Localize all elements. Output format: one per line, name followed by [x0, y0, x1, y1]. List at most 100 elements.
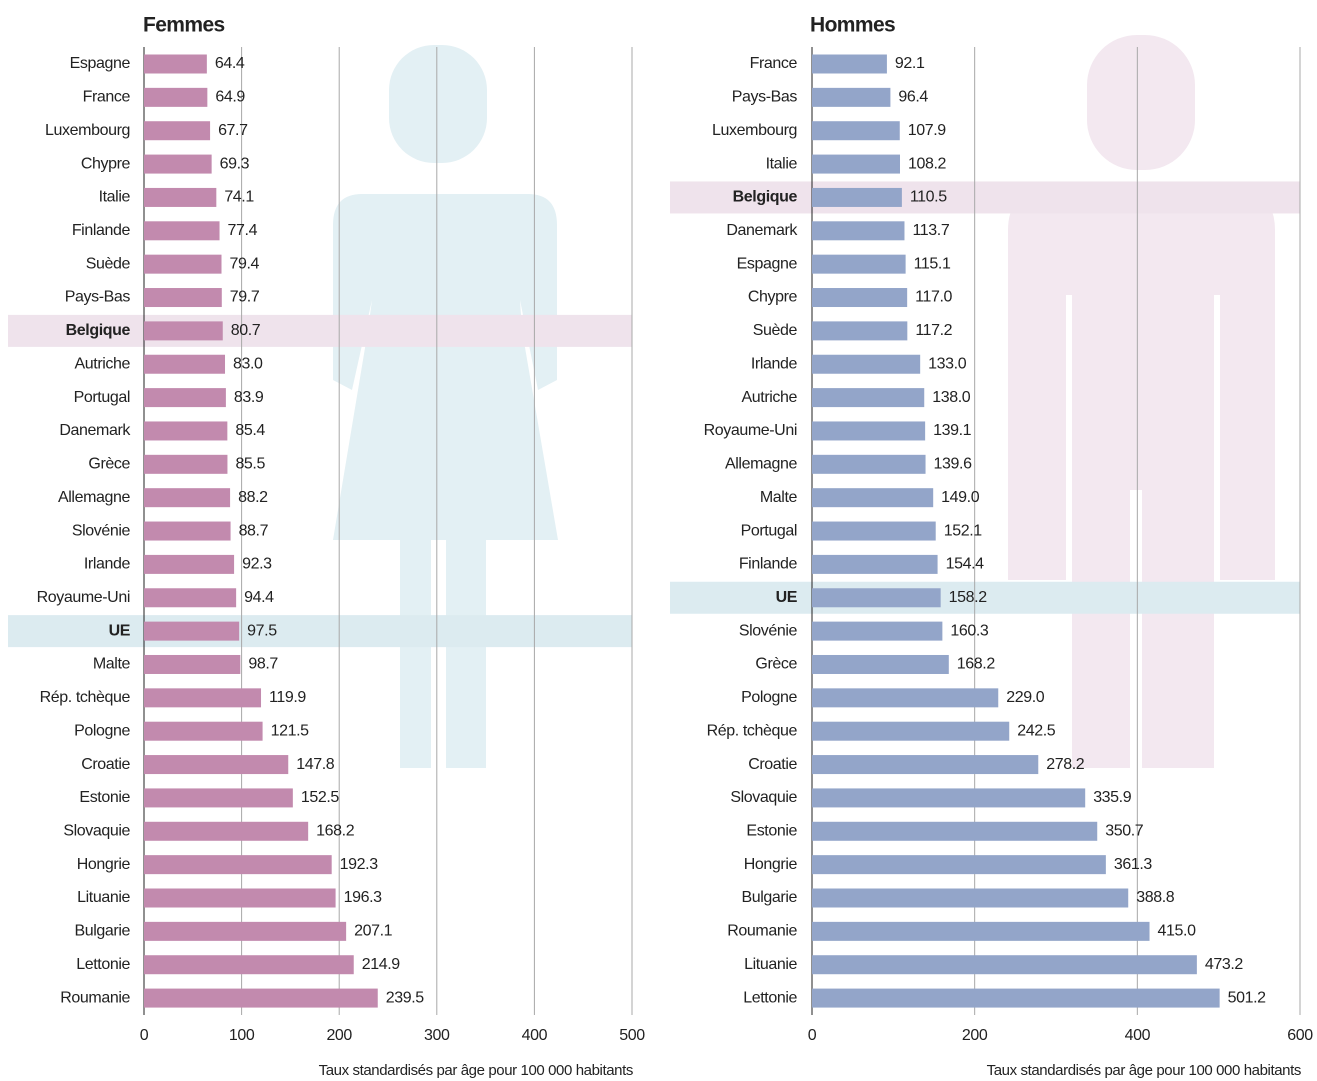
chart-title: Hommes	[810, 14, 895, 37]
category-label: Danemark	[726, 222, 798, 239]
value-label: 133.0	[928, 355, 967, 372]
x-tick-label: 400	[1125, 1027, 1151, 1044]
category-label: Lituanie	[77, 889, 130, 906]
bar	[144, 388, 226, 408]
bar	[144, 521, 231, 541]
value-label: 92.3	[242, 556, 272, 573]
value-label: 158.2	[949, 589, 988, 606]
bar	[144, 87, 208, 107]
bar	[812, 921, 1150, 941]
category-label: Portugal	[74, 389, 130, 406]
category-label: Belgique	[66, 322, 131, 339]
value-label: 83.0	[233, 355, 263, 372]
value-label: 67.7	[218, 122, 248, 139]
category-label: Irlande	[751, 355, 798, 372]
category-label: Lettonie	[743, 989, 797, 1006]
bar	[144, 454, 228, 474]
value-label: 139.1	[933, 422, 972, 439]
bar	[144, 721, 263, 741]
value-label: 98.7	[248, 656, 278, 673]
bar	[812, 621, 943, 641]
value-label: 139.6	[934, 456, 973, 473]
value-label: 388.8	[1136, 889, 1175, 906]
value-label: 415.0	[1158, 923, 1197, 940]
bar	[144, 588, 237, 608]
woman-silhouette	[333, 45, 558, 768]
bar	[812, 121, 900, 141]
highlight-band	[8, 615, 632, 648]
value-label: 149.0	[941, 489, 980, 506]
category-label: Italie	[766, 155, 798, 172]
category-label: Estonie	[79, 789, 130, 806]
bar	[144, 688, 262, 708]
bar	[144, 221, 220, 241]
category-label: Belgique	[733, 189, 798, 206]
category-label: Croatie	[748, 756, 797, 773]
category-label: Hongrie	[744, 856, 798, 873]
man-silhouette	[1008, 35, 1275, 768]
value-label: 64.4	[215, 55, 245, 72]
category-label: France	[83, 89, 131, 106]
category-label: Bulgarie	[74, 923, 130, 940]
category-label: Portugal	[741, 522, 797, 539]
value-label: 242.5	[1017, 722, 1056, 739]
category-label: Espagne	[737, 255, 798, 272]
category-label: Estonie	[746, 822, 797, 839]
category-label: Hongrie	[77, 856, 131, 873]
value-label: 96.4	[898, 89, 928, 106]
bar	[144, 788, 293, 808]
category-label: Bulgarie	[741, 889, 797, 906]
category-label: UE	[109, 622, 131, 639]
category-label: Roumanie	[727, 923, 797, 940]
category-label: Malte	[93, 656, 131, 673]
category-label: Suède	[86, 255, 131, 272]
category-label: Grèce	[755, 656, 797, 673]
value-label: 85.4	[235, 422, 265, 439]
value-label: 335.9	[1093, 789, 1132, 806]
bar	[144, 921, 347, 941]
value-label: 117.0	[915, 289, 952, 306]
bar	[144, 54, 207, 74]
x-tick-label: 500	[619, 1027, 645, 1044]
value-label: 229.0	[1006, 689, 1045, 706]
value-label: 196.3	[344, 889, 383, 906]
x-axis-title: Taux standardisés par âge pour 100 000 h…	[319, 1062, 633, 1079]
x-tick-label: 0	[808, 1027, 817, 1044]
bar	[812, 187, 902, 207]
category-label: Royaume-Uni	[704, 422, 797, 439]
value-label: 361.3	[1114, 856, 1153, 873]
value-label: 85.5	[235, 456, 265, 473]
category-label: Allemagne	[58, 489, 131, 506]
value-label: 97.5	[247, 622, 277, 639]
highlight-band	[8, 314, 632, 347]
bar	[812, 154, 901, 174]
highlight-band	[670, 581, 1300, 614]
category-label: Finlande	[72, 222, 131, 239]
x-tick-label: 400	[522, 1027, 548, 1044]
bar	[144, 154, 212, 174]
category-label: Slovaquie	[63, 822, 130, 839]
value-label: 107.9	[908, 122, 947, 139]
bar	[812, 288, 908, 308]
category-label: Lettonie	[76, 956, 130, 973]
value-label: 88.7	[239, 522, 269, 539]
value-label: 113.7	[912, 222, 949, 239]
bar	[812, 388, 925, 408]
category-label: Royaume-Uni	[37, 589, 130, 606]
bar	[144, 821, 309, 841]
category-label: Grèce	[88, 456, 130, 473]
bar	[812, 988, 1220, 1008]
value-label: 119.9	[269, 689, 306, 706]
category-label: Autriche	[75, 355, 131, 372]
value-label: 83.9	[234, 389, 264, 406]
bar	[812, 888, 1129, 908]
value-label: 168.2	[957, 656, 996, 673]
bar	[144, 554, 235, 574]
bar	[144, 888, 336, 908]
bar	[812, 821, 1098, 841]
category-label: France	[750, 55, 798, 72]
bar	[144, 187, 217, 207]
value-label: 138.0	[932, 389, 971, 406]
